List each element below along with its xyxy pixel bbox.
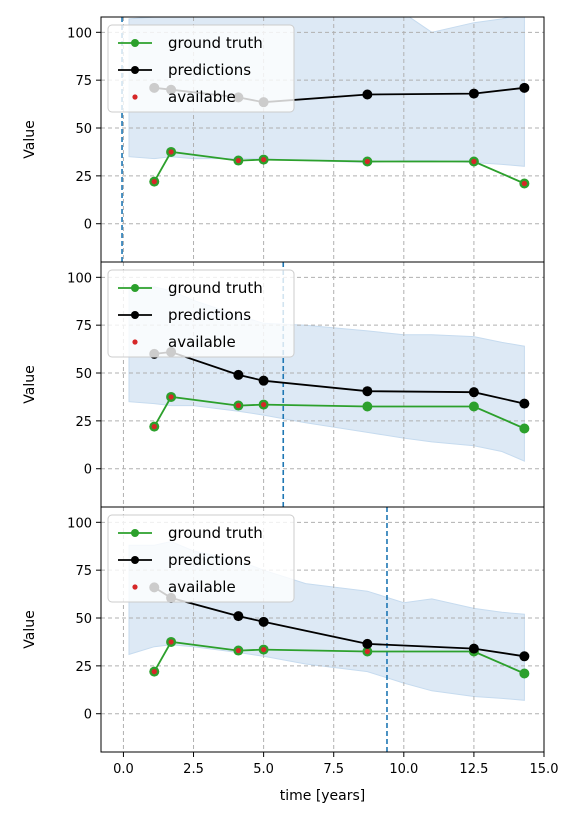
x-tick-label: 2.5 [183, 762, 204, 777]
x-tick-label: 10.0 [389, 762, 418, 777]
y-tick-label: 75 [75, 319, 92, 334]
available-point [261, 401, 267, 408]
prediction-point [519, 398, 530, 409]
prediction-point [362, 89, 373, 100]
available-point [471, 158, 477, 165]
legend-marker [131, 284, 139, 292]
axes-frame [100, 506, 545, 753]
y-tick-label: 0 [84, 463, 92, 478]
legend-marker [132, 339, 138, 345]
legend-marker [131, 66, 139, 74]
panels: ground truth predictions available 0 25 50 75 1… [22, 16, 545, 753]
prediction-point [519, 651, 530, 662]
x-tick-label: 5.0 [253, 762, 274, 777]
panel-1: ground truth predictions available 0 25 50 75 1… [22, 16, 545, 263]
legend-marker [132, 584, 138, 590]
panel-2: ground truth predictions available 0 25 50 75 1… [22, 261, 545, 508]
x-tick-label: 15.0 [530, 762, 559, 777]
prediction-point [233, 611, 244, 622]
available-point [168, 639, 174, 645]
y-tick-label: 0 [84, 708, 92, 723]
legend-marker [131, 311, 139, 319]
y-tick-label: 50 [75, 612, 92, 627]
available-point [521, 180, 527, 187]
legend-entry: ground truth [168, 279, 263, 297]
legend-entry: predictions [168, 306, 251, 324]
x-tick-label: 7.5 [323, 762, 344, 777]
available-point [235, 402, 241, 409]
prediction-point [258, 616, 269, 627]
ground-truth-point [519, 668, 530, 679]
legend-box [107, 269, 295, 358]
y-tick-label: 75 [75, 74, 92, 89]
ground-truth-point [362, 401, 373, 412]
available-point [261, 646, 267, 653]
legend-entry: predictions [168, 551, 251, 569]
legend-entry: available [168, 333, 236, 351]
available-point [151, 424, 157, 430]
y-tick-label: 25 [75, 660, 92, 675]
available-point [235, 647, 241, 654]
available-point [151, 669, 157, 675]
ground-truth-point [468, 401, 479, 412]
y-tick-label: 25 [75, 170, 92, 185]
y-tick-label: 50 [75, 367, 92, 382]
prediction-point [468, 88, 479, 99]
y-tick-label: 75 [75, 564, 92, 579]
prediction-point [519, 82, 530, 93]
ground-truth-point [519, 423, 530, 434]
x-axis-label: time [years] [280, 788, 366, 804]
legend: ground truth predictions available [107, 514, 295, 603]
prediction-point [233, 369, 244, 380]
available-point [168, 149, 174, 155]
x-axis-ticks: 0.0 2.5 5.0 7.5 10.0 12.5 15.0 [113, 752, 558, 777]
legend-marker [131, 39, 139, 47]
legend-entry: ground truth [168, 524, 263, 542]
y-axis-label: Value [22, 120, 38, 158]
legend: ground truth predictions available [107, 269, 295, 358]
legend-box [107, 514, 295, 603]
legend-entry: predictions [168, 61, 251, 79]
prediction-point [362, 386, 373, 397]
prediction-point [362, 638, 373, 649]
y-tick-label: 50 [75, 122, 92, 137]
legend-marker [131, 556, 139, 564]
legend-marker [131, 529, 139, 537]
y-tick-label: 0 [84, 218, 92, 233]
y-tick-label: 100 [67, 516, 92, 531]
y-axis-label: Value [22, 365, 38, 403]
available-point [261, 156, 267, 163]
prediction-point [468, 387, 479, 398]
available-point [364, 158, 370, 165]
y-tick-label: 100 [67, 271, 92, 286]
legend: ground truth predictions available [107, 24, 295, 113]
available-point [235, 157, 241, 164]
available-point [364, 648, 370, 655]
legend-entry: available [168, 88, 236, 106]
x-tick-label: 12.5 [459, 762, 488, 777]
y-axis-label: Value [22, 610, 38, 648]
y-tick-label: 100 [67, 26, 92, 41]
legend-entry: ground truth [168, 34, 263, 52]
y-tick-label: 25 [75, 415, 92, 430]
prediction-point [468, 643, 479, 654]
panel-3: ground truth predictions available 0 25 50 75 1… [22, 506, 545, 753]
legend-entry: available [168, 578, 236, 596]
legend-box [107, 24, 295, 113]
x-tick-label: 0.0 [113, 762, 134, 777]
available-point [168, 394, 174, 400]
available-point [151, 179, 157, 185]
prediction-point [258, 375, 269, 386]
legend-marker [132, 94, 138, 100]
